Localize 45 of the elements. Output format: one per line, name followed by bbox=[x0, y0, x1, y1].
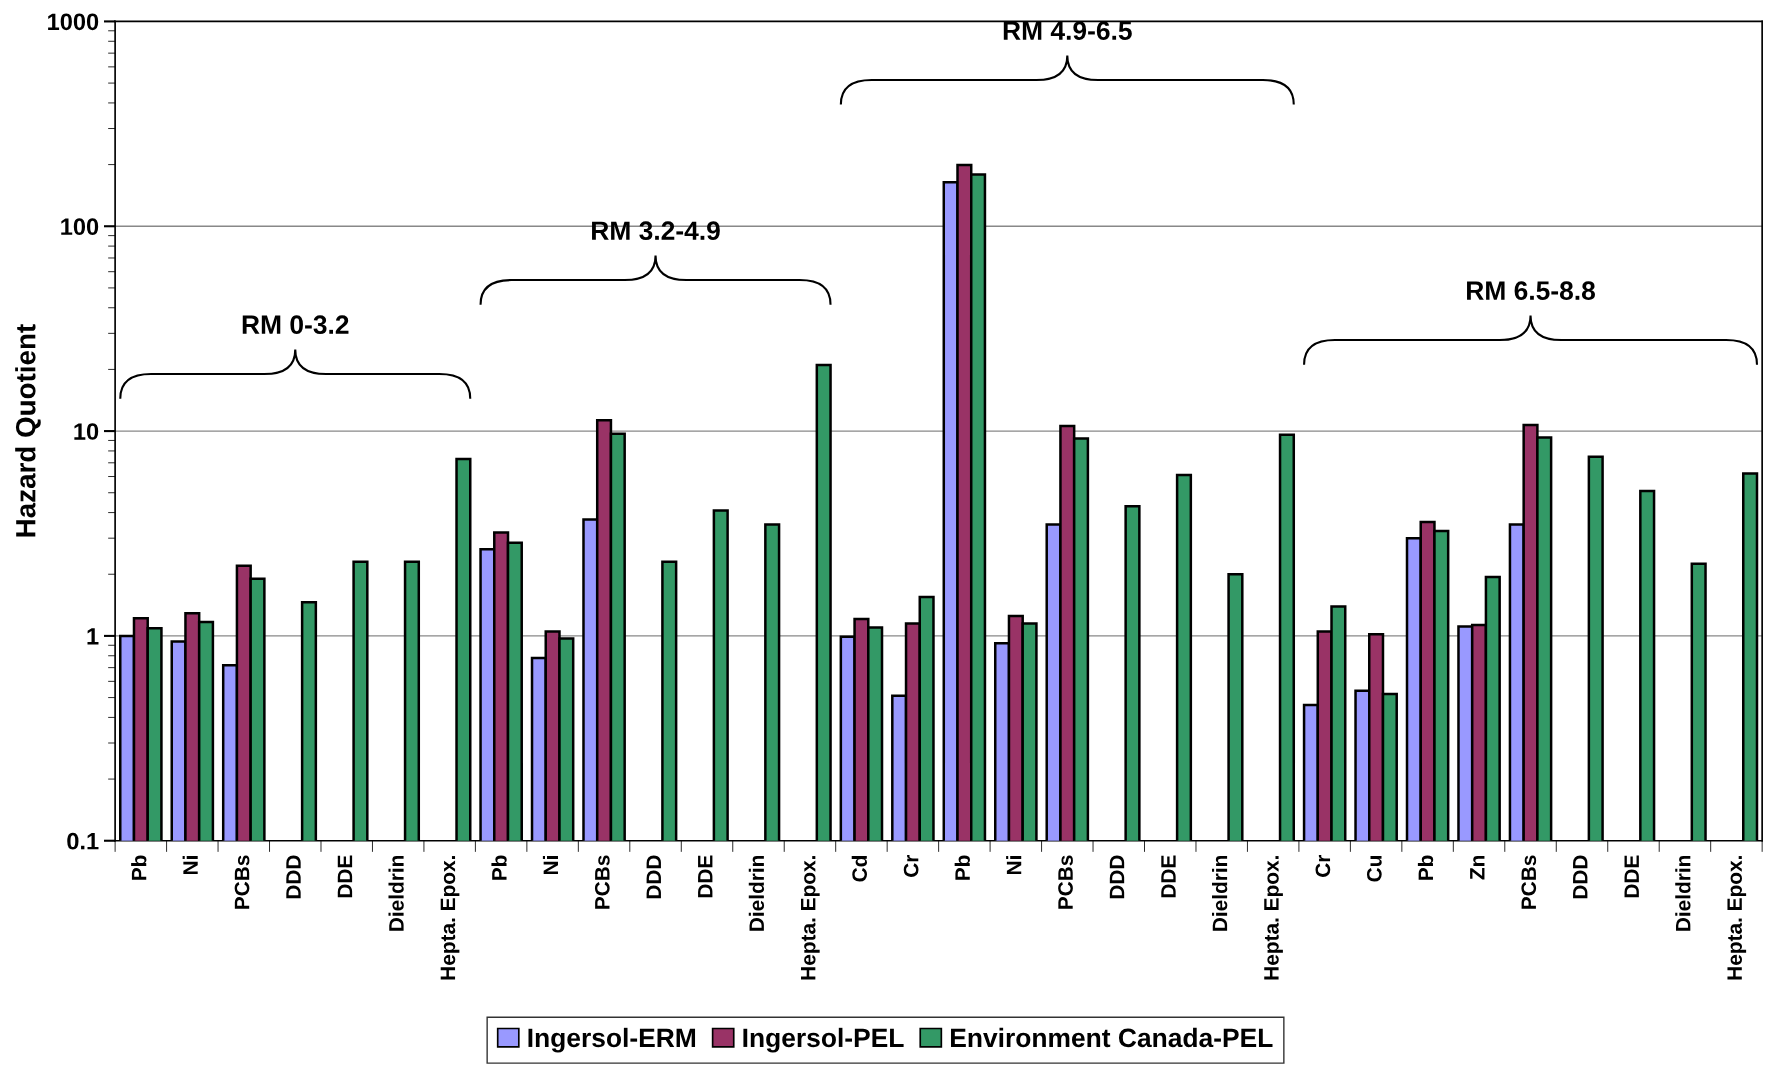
x-tick-label: Hepta. Epox. bbox=[1264, 856, 1283, 980]
x-tick-label: Hepta. Epox. bbox=[801, 856, 820, 980]
x-tick-label: DDD bbox=[646, 855, 661, 899]
x-tick-label: Pb bbox=[491, 855, 507, 880]
y-tick-label: 0.1 bbox=[67, 832, 99, 850]
x-tick-label: DDD bbox=[286, 855, 301, 899]
legend-label: Ingersol-PEL bbox=[743, 1027, 904, 1053]
x-tick-label: Ni bbox=[542, 856, 558, 875]
x-tick-label: Ni bbox=[182, 856, 198, 875]
legend-label: Ingersol-ERM bbox=[528, 1027, 696, 1053]
annotation: RM 0-3.2 bbox=[242, 315, 349, 335]
x-tick-label: Dieldrin bbox=[1212, 855, 1228, 931]
x-tick-label: DDE bbox=[337, 855, 353, 898]
x-tick-label: DDD bbox=[1109, 855, 1125, 899]
x-tick-label: PCBs bbox=[234, 855, 250, 909]
x-tick-label: Dieldrin bbox=[748, 855, 765, 931]
y-tick-label: 100 bbox=[61, 218, 99, 236]
y-axis-title: Hazard Quotient bbox=[15, 324, 41, 537]
x-tick-label: Hepta. Epox. bbox=[440, 856, 460, 980]
x-tick-label: Hepta. Epox. bbox=[1727, 856, 1747, 980]
x-tick-label: PCBs bbox=[1058, 855, 1073, 909]
x-tick-label: Pb bbox=[131, 855, 147, 880]
x-tick-label: Dieldrin bbox=[1675, 855, 1691, 931]
x-tick-label: Zn bbox=[1470, 855, 1485, 880]
x-tick-label: Dieldrin bbox=[388, 855, 404, 931]
legend-label: Environment Canada-PEL bbox=[951, 1027, 1273, 1048]
x-tick-label: DDD bbox=[1573, 855, 1588, 899]
x-tick-label: Cd bbox=[851, 855, 868, 882]
y-tick-label: 1000 bbox=[48, 13, 99, 31]
x-tick-label: Cr bbox=[1315, 854, 1331, 877]
y-tick-label: 1 bbox=[87, 628, 99, 645]
y-tick-label: 10 bbox=[74, 423, 99, 440]
x-tick-label: PCBs bbox=[594, 855, 610, 909]
x-tick-label: Pb bbox=[1417, 855, 1434, 880]
x-tick-label: DDE bbox=[1161, 855, 1176, 898]
x-tick-label: DDE bbox=[698, 855, 713, 898]
x-tick-label: Cu bbox=[1366, 855, 1382, 882]
annotation: RM 4.9-6.5 bbox=[1003, 21, 1132, 40]
annotation: RM 3.2-4.9 bbox=[592, 221, 720, 241]
x-tick-label: PCBs bbox=[1521, 855, 1537, 909]
x-tick-label: Ni bbox=[1006, 856, 1022, 875]
annotation: RM 6.5-8.8 bbox=[1467, 281, 1595, 301]
x-tick-label: DDE bbox=[1624, 855, 1639, 898]
x-tick-label: Cr bbox=[903, 854, 919, 877]
x-tick-label: Pb bbox=[954, 855, 970, 880]
